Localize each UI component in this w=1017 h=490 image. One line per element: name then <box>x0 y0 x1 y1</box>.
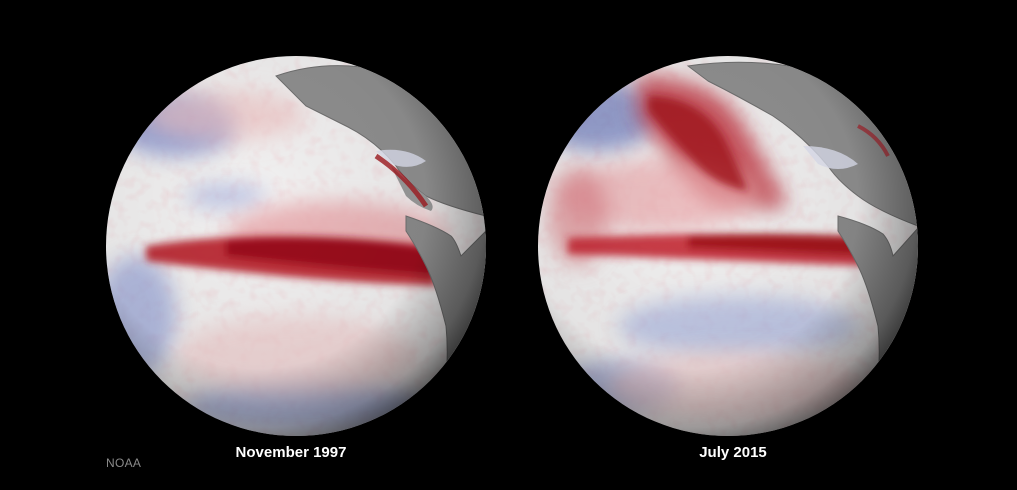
globe-november-1997 <box>106 56 486 436</box>
globe-shading <box>106 56 486 436</box>
globe-shading <box>538 56 918 436</box>
source-credit: NOAA <box>106 456 142 470</box>
globe-caption-right: July 2015 <box>699 444 767 461</box>
globe-caption-left: November 1997 <box>235 444 347 461</box>
globe-july-2015 <box>538 56 918 436</box>
